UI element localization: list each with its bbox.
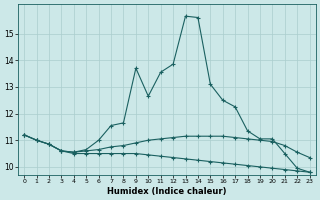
X-axis label: Humidex (Indice chaleur): Humidex (Indice chaleur) xyxy=(107,187,227,196)
